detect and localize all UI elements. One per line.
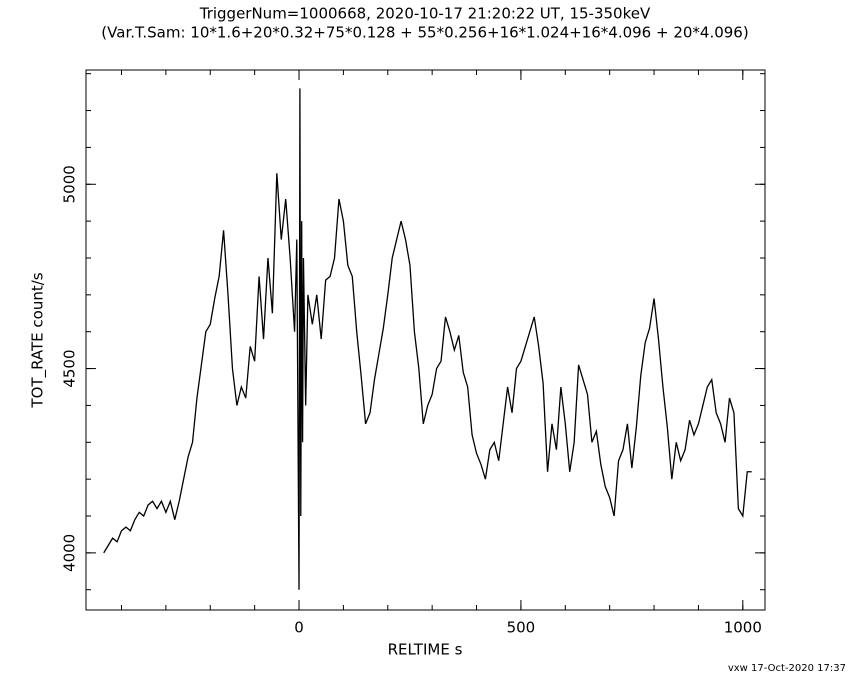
y-axis-label: TOT_RATE count/s: [29, 272, 48, 408]
chart-title: TriggerNum=1000668, 2020-10-17 21:20:22 …: [199, 5, 651, 23]
y-tick-label: 5000: [61, 165, 79, 203]
x-tick-label: 0: [294, 619, 304, 637]
y-tick-label: 4000: [61, 534, 79, 572]
x-axis-label: RELTIME s: [388, 641, 463, 659]
x-tick-label: 500: [507, 619, 536, 637]
light-curve: [103, 88, 752, 590]
y-tick-label: 4500: [61, 349, 79, 387]
chart-subtitle: (Var.T.Sam: 10*1.6+20*0.32+75*0.128 + 55…: [101, 24, 748, 42]
x-tick-label: 1000: [724, 619, 762, 637]
footer: vxw 17-Oct-2020 17:37: [728, 663, 846, 674]
plot-frame: [85, 69, 766, 611]
